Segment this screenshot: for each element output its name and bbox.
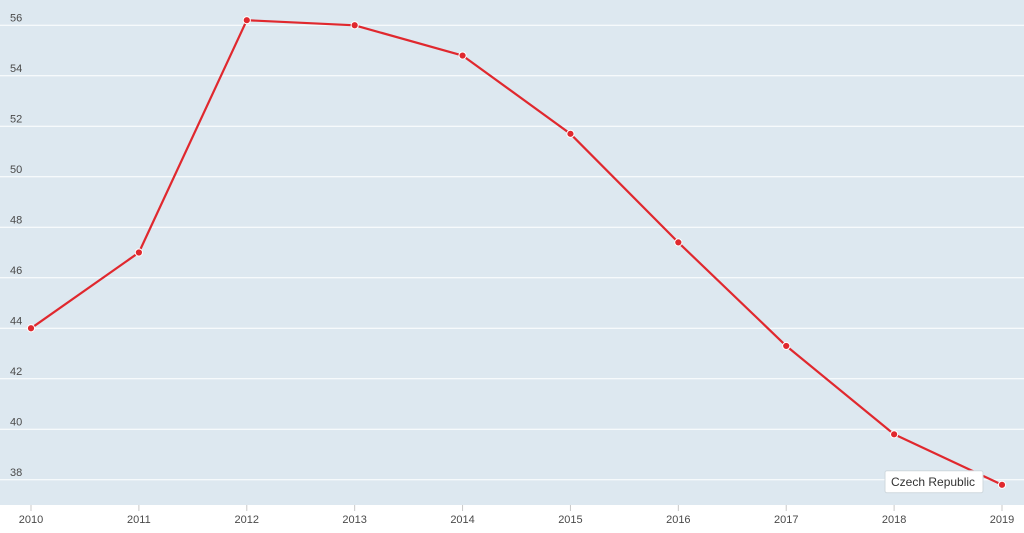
gridlines — [0, 24, 1024, 481]
x-tick-label-2019: 2019 — [990, 514, 1014, 526]
data-point-2010[interactable] — [26, 324, 36, 333]
series-line-0 — [30, 19, 1003, 486]
plot-area — [0, 0, 1024, 505]
y-tick-label-46: 46 — [10, 265, 22, 277]
y-tick-label-56: 56 — [10, 12, 22, 24]
y-tick-label-48: 48 — [10, 214, 22, 226]
x-axis: 2010 2011 2012 2013 2014 2015 2016 2017 2018 2019 — [19, 505, 1014, 526]
y-tick-label-54: 54 — [10, 63, 22, 75]
data-point-2019[interactable] — [997, 480, 1007, 489]
data-point-2017[interactable] — [782, 341, 791, 351]
x-tick-label-2012: 2012 — [235, 514, 259, 526]
x-tick-label-2018: 2018 — [882, 514, 906, 526]
series-label: Czech Republic — [884, 470, 984, 494]
data-point-2015[interactable] — [566, 129, 575, 138]
data-point-2012[interactable] — [242, 16, 251, 25]
y-tick-label-52: 52 — [10, 113, 22, 125]
y-axis: 38 40 42 44 46 48 50 52 54 56 — [10, 12, 22, 479]
y-tick-label-40: 40 — [10, 416, 22, 428]
series-label-box — [884, 470, 984, 494]
x-tick-label-2013: 2013 — [342, 514, 366, 526]
series-layer — [26, 16, 1007, 489]
y-tick-label-38: 38 — [10, 467, 22, 479]
y-tick-label-50: 50 — [10, 164, 22, 176]
x-tick-label-2011: 2011 — [127, 514, 151, 526]
data-point-2011[interactable] — [134, 248, 143, 257]
series-label-text: Czech Republic — [891, 475, 975, 489]
x-tick-label-2017: 2017 — [774, 514, 798, 526]
y-tick-label-42: 42 — [10, 366, 22, 378]
data-point-2013[interactable] — [350, 21, 359, 30]
x-tick-label-2016: 2016 — [666, 514, 690, 526]
data-point-2018[interactable] — [890, 430, 899, 439]
x-tick-label-2010: 2010 — [19, 514, 43, 526]
y-tick-label-44: 44 — [10, 315, 22, 327]
x-tick-label-2014: 2014 — [450, 514, 474, 526]
data-point-2016[interactable] — [674, 238, 683, 247]
x-tick-label-2015: 2015 — [558, 514, 582, 526]
data-point-2014[interactable] — [458, 51, 467, 60]
